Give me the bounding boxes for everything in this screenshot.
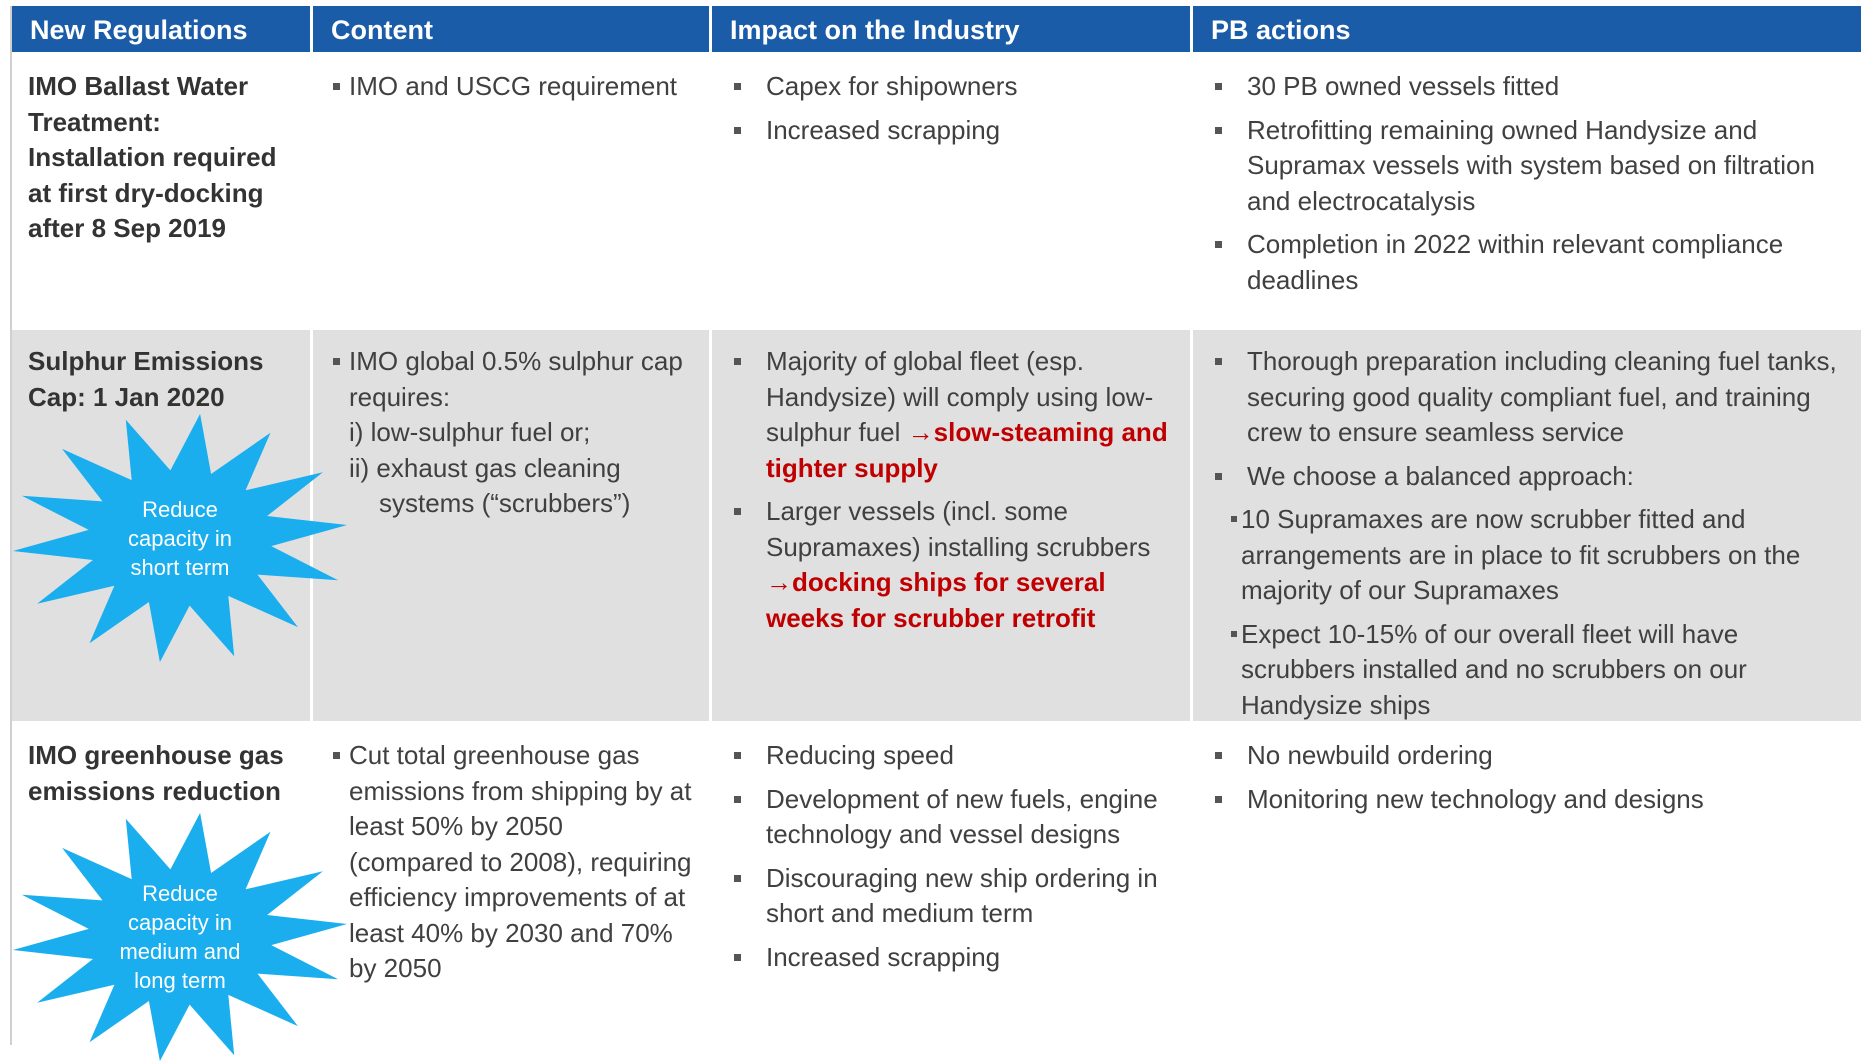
impact-text: Capex for shipowners: [766, 71, 1018, 101]
content-line: ii) exhaust gas cleaning systems (“scrub…: [349, 452, 631, 519]
action-text: Thorough preparation including cleaning …: [1247, 346, 1837, 447]
action-item: Completion in 2022 within relevant compl…: [1209, 227, 1845, 298]
impact-item: Majority of global fleet (esp. Handysize…: [728, 344, 1174, 486]
action-item: We choose a balanced approach:: [1209, 459, 1845, 495]
starburst-label: Reduce capacity in medium and long term: [119, 881, 241, 993]
content-text: IMO global 0.5% sulphur cap requires:: [349, 346, 683, 412]
actions-list: Thorough preparation including cleaning …: [1209, 344, 1845, 494]
starburst-shape: [12, 812, 348, 1062]
impact-text: Larger vessels (incl. some Supramaxes) i…: [766, 496, 1151, 562]
content-item: IMO global 0.5% sulphur cap requires: i) …: [329, 344, 693, 522]
impact-list: Capex for shipowners Increased scrapping: [728, 69, 1174, 148]
actions-cell: 30 PB owned vessels fitted Retrofitting r…: [1193, 55, 1862, 330]
action-item: Monitoring new technology and designs: [1209, 782, 1845, 818]
regulation-cell: IMO Ballast Water Treatment: Installatio…: [12, 55, 313, 330]
impact-item: Increased scrapping: [728, 113, 1174, 149]
impact-list: Majority of global fleet (esp. Handysize…: [728, 344, 1174, 636]
action-item: No newbuild ordering: [1209, 738, 1845, 774]
content-list: Cut total greenhouse gas emissions from …: [329, 738, 693, 987]
content-list: IMO and USCG requirement: [329, 69, 693, 105]
impact-text: Majority of global fleet (esp. Handysize…: [766, 346, 1154, 447]
action-item: Retrofitting remaining owned Handysize a…: [1209, 113, 1845, 220]
impact-highlight: →docking ships for several weeks for scr…: [766, 567, 1106, 633]
content-item: IMO and USCG requirement: [329, 69, 693, 105]
action-text: Monitoring new technology and designs: [1247, 783, 1704, 814]
actions-cell: Thorough preparation including cleaning …: [1193, 330, 1862, 724]
impact-item: Capex for shipowners: [728, 69, 1174, 105]
impact-text: Development of new fuels, engine technol…: [766, 783, 1158, 850]
impact-cell: Majority of global fleet (esp. Handysize…: [712, 330, 1193, 724]
action-text: Completion in 2022 within relevant compl…: [1247, 229, 1784, 295]
regulations-table: New Regulations Content Impact on the Indu…: [10, 6, 1862, 1045]
action-subitem: Expect 10-15% of our overall fleet will …: [1229, 617, 1845, 722]
impact-item: Reducing speed: [728, 738, 1174, 774]
starburst: Reduce capacity in short term: [10, 413, 350, 663]
content-cell: IMO global 0.5% sulphur cap requires: i) …: [313, 330, 712, 724]
impact-item: Discouraging new ship ordering in short …: [728, 861, 1174, 932]
impact-item: Larger vessels (incl. some Supramaxes) i…: [728, 494, 1174, 636]
impact-cell: Reducing speed Development of new fuels, …: [712, 724, 1193, 1045]
header-cell: New Regulations: [12, 6, 313, 55]
header-cell: Impact on the Industry: [712, 6, 1193, 55]
action-subitem: 10 Supramaxes are now scrubber fitted an…: [1229, 502, 1845, 609]
content-line: i) low-sulphur fuel or;: [349, 417, 591, 447]
action-item: 30 PB owned vessels fitted: [1209, 69, 1845, 105]
actions-cell: No newbuild ordering Monitoring new techn…: [1193, 724, 1862, 1045]
impact-item: Increased scrapping: [728, 940, 1174, 976]
impact-text: Increased scrapping: [766, 941, 1001, 972]
impact-cell: Capex for shipowners Increased scrapping: [712, 55, 1193, 330]
starburst-polygon: [12, 812, 348, 1062]
impact-text: Reducing speed: [766, 740, 954, 770]
impact-item: Development of new fuels, engine technol…: [728, 782, 1174, 853]
content-text: IMO and USCG requirement: [349, 71, 678, 101]
starburst-shape: [12, 413, 348, 663]
impact-list: Reducing speed Development of new fuels, …: [728, 738, 1174, 975]
header-cell: PB actions: [1193, 6, 1862, 55]
content-cell: IMO and USCG requirement: [313, 55, 712, 330]
content-text: Cut total greenhouse gas emissions from …: [349, 740, 692, 983]
content-list: IMO global 0.5% sulphur cap requires: i) …: [329, 344, 693, 522]
action-sublist: 10 Supramaxes are now scrubber fitted an…: [1229, 502, 1845, 722]
actions-list: 30 PB owned vessels fitted Retrofitting r…: [1209, 69, 1845, 298]
action-item: Thorough preparation including cleaning …: [1209, 344, 1845, 451]
starburst-label: Reduce capacity in short term: [128, 496, 232, 580]
action-text: No newbuild ordering: [1247, 740, 1493, 770]
impact-text: Increased scrapping: [766, 114, 1001, 145]
action-text: We choose a balanced approach:: [1247, 460, 1634, 491]
actions-list: No newbuild ordering Monitoring new techn…: [1209, 738, 1845, 817]
content-cell: Cut total greenhouse gas emissions from …: [313, 724, 712, 1045]
header-cell: Content: [313, 6, 712, 55]
action-text: Retrofitting remaining owned Handysize a…: [1247, 114, 1815, 216]
action-text: 30 PB owned vessels fitted: [1247, 71, 1560, 101]
impact-highlight: →slow-steaming and tighter supply: [766, 417, 1168, 483]
content-item: Cut total greenhouse gas emissions from …: [329, 738, 693, 987]
starburst-polygon: [12, 413, 348, 663]
starburst: Reduce capacity in medium and long term: [10, 812, 350, 1062]
impact-text: Discouraging new ship ordering in short …: [766, 862, 1158, 929]
